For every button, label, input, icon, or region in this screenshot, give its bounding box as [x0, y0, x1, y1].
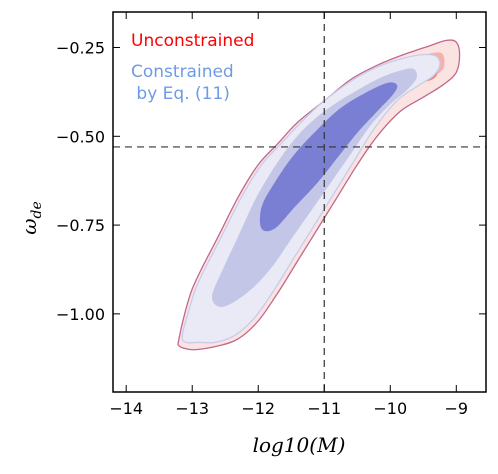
x-tick-label: −13	[175, 399, 209, 418]
legend: Unconstrained Constrained by Eq. (11)	[131, 31, 254, 104]
x-tick-label: −14	[109, 399, 143, 418]
x-tick-label: −10	[373, 399, 407, 418]
legend-label-constrained-line1: Constrained	[131, 62, 234, 82]
reference-lines	[113, 12, 486, 392]
y-tick-label: −0.25	[56, 39, 105, 58]
x-tick-label: −9	[444, 399, 468, 418]
plot-frame	[112, 11, 487, 393]
x-tick-label: −11	[307, 399, 341, 418]
y-tick-label: −0.50	[56, 127, 105, 146]
contour-layer	[177, 39, 461, 351]
x-tick-label: −12	[241, 399, 275, 418]
y-tick-label: −0.75	[56, 216, 105, 235]
legend-label-constrained-line2: by Eq. (11)	[131, 84, 230, 104]
legend-label-unconstrained: Unconstrained	[131, 31, 254, 51]
axis-ticks: −14 −13 −12 −11 −10 −9 −0.25 −0.50 −0.75 −1.00	[56, 12, 486, 418]
y-axis-title: ωde	[17, 201, 45, 235]
y-tick-label: −1.00	[56, 305, 105, 324]
series-1-contour-inner	[259, 82, 398, 232]
series-1-contour-middle	[211, 68, 418, 308]
x-axis-title: log10(M)	[253, 433, 346, 457]
